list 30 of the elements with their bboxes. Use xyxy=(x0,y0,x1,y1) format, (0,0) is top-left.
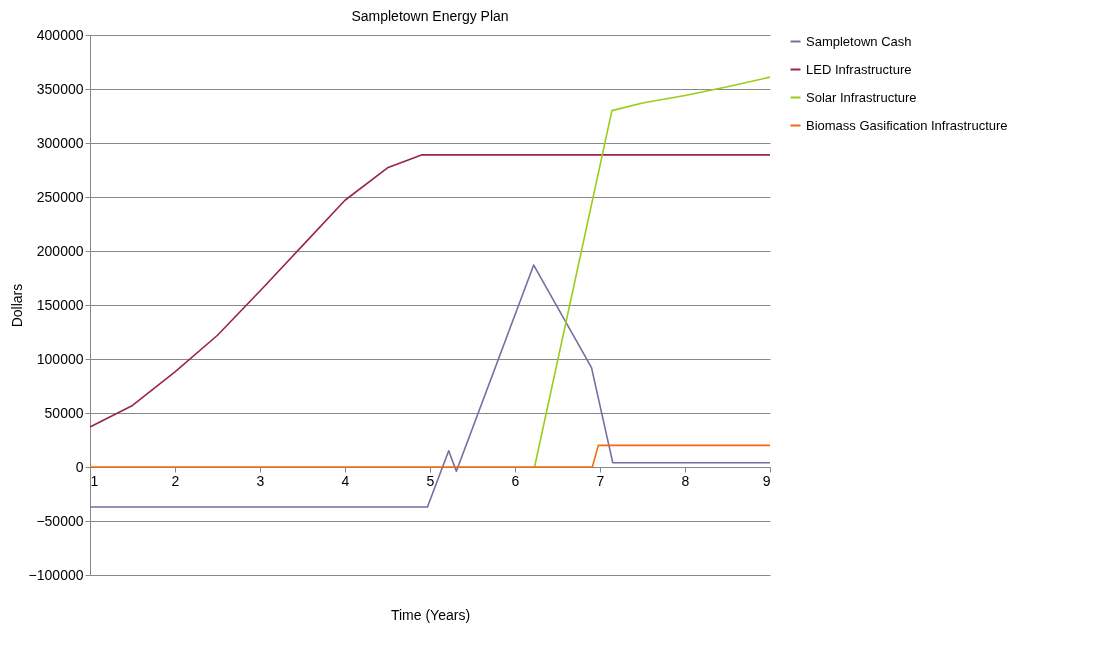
y-tick-label: 200000 xyxy=(36,242,84,259)
line-series xyxy=(89,264,771,508)
legend-label: Solar Infrastructure xyxy=(806,89,917,105)
x-tick-label: 8 xyxy=(681,472,690,489)
y-axis-title: Dollars xyxy=(8,283,25,328)
y-tick-label: −100000 xyxy=(28,566,84,583)
y-tick-label: 150000 xyxy=(36,296,84,313)
x-tick-label: 1 xyxy=(90,472,99,489)
legend-label: Sampletown Cash xyxy=(806,33,912,49)
x-axis-title: Time (Years) xyxy=(390,606,471,623)
y-tick-label: 400000 xyxy=(36,26,84,43)
x-tick-label: 2 xyxy=(171,472,180,489)
legend-label: LED Infrastructure xyxy=(806,61,912,77)
x-tick-label: 6 xyxy=(511,472,520,489)
x-tick-label: 5 xyxy=(426,472,435,489)
y-tick-label: 50000 xyxy=(44,404,84,421)
y-tick-label: 300000 xyxy=(36,134,84,151)
line-series xyxy=(533,76,771,468)
x-tick-label: 7 xyxy=(596,472,605,489)
chart-title: Sampletown Energy Plan xyxy=(351,8,509,24)
y-tick-label: 0 xyxy=(75,458,84,475)
x-tick-label: 3 xyxy=(256,472,265,489)
y-tick-label: −50000 xyxy=(36,512,84,529)
y-tick-label: 350000 xyxy=(36,80,84,97)
y-tick-label: 250000 xyxy=(36,188,84,205)
x-tick-label: 9 xyxy=(762,472,771,489)
y-tick-label: 100000 xyxy=(36,350,84,367)
line-series xyxy=(89,154,771,428)
legend-label: Biomass Gasification Infrastructure xyxy=(806,117,1008,133)
x-tick-label: 4 xyxy=(341,472,350,489)
